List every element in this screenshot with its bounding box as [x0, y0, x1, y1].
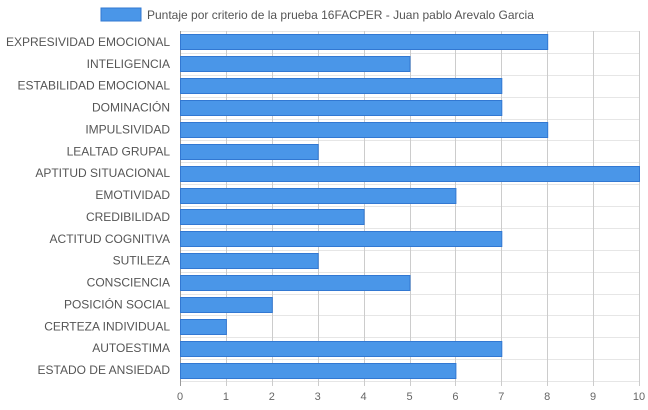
x-tick-label: 5	[406, 391, 412, 403]
x-tick-label: 7	[498, 391, 504, 403]
bar	[180, 363, 457, 379]
bar	[180, 209, 365, 225]
chart-grid	[180, 31, 640, 386]
bar	[180, 275, 411, 291]
category-label: CERTEZA INDIVIDUAL	[44, 319, 170, 333]
value-axis: 0 1 2 3 4 5 6 7 8 9 10	[177, 391, 645, 403]
category-axis: EXPRESIVIDAD EMOCIONAL INTELIGENCIA ESTABI…	[6, 35, 170, 377]
bar	[180, 34, 549, 50]
category-label: ACTITUD COGNITIVA	[50, 232, 170, 246]
bar	[180, 319, 227, 335]
x-tick-label: 4	[361, 391, 367, 403]
bar	[180, 122, 549, 138]
x-tick-label: 0	[177, 391, 183, 403]
category-label: IMPULSIVIDAD	[85, 122, 170, 136]
bar	[180, 144, 319, 160]
chart-bars	[180, 34, 640, 379]
category-label: ESTABILIDAD EMOCIONAL	[18, 79, 171, 93]
bar	[180, 166, 640, 182]
x-tick-label: 2	[269, 391, 275, 403]
x-tick-label: 10	[633, 391, 645, 403]
category-label: CONSCIENCIA	[87, 276, 170, 290]
category-label: DOMINACIÓN	[92, 100, 170, 115]
category-label: LEALTAD GRUPAL	[67, 144, 171, 158]
x-tick-label: 6	[452, 391, 458, 403]
category-label: SUTILEZA	[113, 254, 170, 268]
category-label: POSICIÓN SOCIAL	[64, 296, 170, 311]
x-tick-label: 3	[315, 391, 321, 403]
category-label: ESTADO DE ANSIEDAD	[38, 363, 171, 377]
bar	[180, 188, 457, 204]
category-label: APTITUD SITUACIONAL	[35, 166, 170, 180]
bar	[180, 297, 273, 313]
category-label: CREDIBILIDAD	[86, 210, 170, 224]
bar	[180, 100, 503, 116]
x-tick-label: 1	[223, 391, 229, 403]
category-label: INTELIGENCIA	[87, 57, 170, 71]
legend-label: Puntaje por criterio de la prueba 16FACP…	[147, 8, 534, 22]
legend-swatch	[100, 7, 142, 22]
bar	[180, 341, 503, 357]
x-tick-label: 9	[590, 391, 596, 403]
chart-legend: Puntaje por criterio de la prueba 16FACP…	[100, 7, 534, 22]
bar	[180, 253, 319, 269]
bar	[180, 231, 503, 247]
x-tick-label: 8	[544, 391, 550, 403]
bar	[180, 78, 503, 94]
category-label: AUTOESTIMA	[92, 341, 170, 355]
bar	[180, 56, 411, 72]
category-label: EXPRESIVIDAD EMOCIONAL	[6, 35, 170, 49]
category-label: EMOTIVIDAD	[95, 188, 170, 202]
